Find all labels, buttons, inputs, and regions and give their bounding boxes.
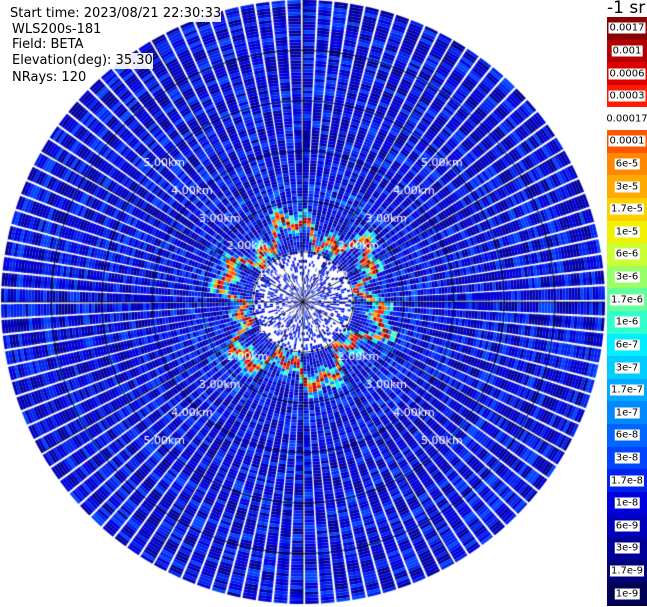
ppi-plot (0, 0, 606, 607)
colorbar-cell: 6e-5 (607, 152, 647, 176)
colorbar-cell: 3e-6 (607, 265, 647, 289)
colorbar-cell: 0.001 (607, 39, 647, 63)
colorbar-cell: 1.7e-7 (607, 378, 647, 403)
colorbar-tick-label: 1e-8 (614, 497, 640, 509)
colorbar-cell: 3e-7 (607, 356, 647, 380)
colorbar-tick-label: 0.0017 (608, 22, 646, 34)
colorbar-cell: 3e-9 (607, 537, 647, 561)
colorbar-cell: 1e-6 (607, 311, 647, 335)
colorbar-cell: 3e-5 (607, 175, 647, 199)
colorbar-cell: 1e-9 (607, 582, 647, 606)
colorbar-tick-label: 1e-9 (614, 588, 640, 600)
colorbar-cell: 0.0003 (607, 84, 647, 109)
colorbar-cell: 6e-9 (607, 514, 647, 538)
colorbar-tick-label: 6e-8 (614, 429, 640, 441)
colorbar-cell: 0.0006 (607, 62, 647, 86)
colorbar-tick-label: 0.001 (611, 45, 643, 57)
instrument-label: WLS200s-181 (12, 22, 102, 38)
colorbar-tick-label: 6e-9 (614, 520, 640, 532)
colorbar-cell: 1.7e-9 (607, 559, 647, 583)
colorbar-cell: 6e-8 (607, 424, 647, 448)
colorbar-tick-label: 6e-7 (614, 339, 640, 351)
colorbar-cell: 0.00017 (605, 107, 647, 131)
colorbar-cell: 0.0017 (607, 17, 647, 41)
colorbar-tick-label: 6e-6 (614, 248, 640, 260)
colorbar-tick-label: 1e-5 (614, 226, 640, 238)
colorbar-tick-label: 0.0003 (608, 90, 646, 102)
colorbar-cell: 1e-7 (607, 401, 647, 425)
colorbar-tick-label: 1.7e-7 (609, 384, 645, 396)
colorbar-tick-label: 1e-6 (614, 316, 640, 328)
colorbar-unit: -1 sr (607, 0, 646, 18)
colorbar: 0.0017 0.001 0.0006 0.0003 0.00017 0.0001 6e-5… (605, 17, 647, 606)
colorbar-tick-label: 0.00017 (605, 113, 647, 125)
colorbar-cell: 1.7e-6 (607, 288, 647, 312)
colorbar-tick-label: 1e-7 (614, 407, 640, 419)
colorbar-tick-label: 0.0001 (608, 135, 646, 147)
field-label: Field: BETA (12, 37, 84, 53)
colorbar-tick-label: 3e-8 (614, 452, 640, 464)
colorbar-cell: 1e-8 (607, 491, 647, 516)
colorbar-tick-label: 3e-7 (614, 362, 640, 374)
colorbar-tick-label: 1.7e-8 (609, 475, 645, 487)
colorbar-cell: 1.7e-5 (607, 197, 647, 222)
colorbar-tick-label: 0.0006 (608, 68, 646, 80)
start-time-label: Start time: 2023/08/21 22:30:33 (10, 6, 222, 22)
colorbar-cell: 1e-5 (607, 220, 647, 244)
colorbar-tick-label: 3e-6 (614, 271, 640, 283)
colorbar-cell: 0.0001 (607, 130, 647, 154)
colorbar-tick-label: 1.7e-6 (609, 294, 645, 306)
colorbar-cell: 1.7e-8 (607, 469, 647, 493)
colorbar-tick-label: 1.7e-9 (609, 565, 645, 577)
elevation-label: Elevation(deg): 35.30 (12, 53, 153, 69)
colorbar-cell: 6e-7 (607, 333, 647, 357)
colorbar-tick-label: 1.7e-5 (609, 203, 645, 215)
colorbar-cell: 6e-6 (607, 243, 647, 267)
colorbar-cell: 3e-8 (607, 446, 647, 470)
colorbar-tick-label: 6e-5 (614, 158, 640, 170)
colorbar-tick-label: 3e-9 (614, 542, 640, 554)
nrays-label: NRays: 120 (12, 70, 87, 86)
colorbar-tick-label: 3e-5 (614, 181, 640, 193)
